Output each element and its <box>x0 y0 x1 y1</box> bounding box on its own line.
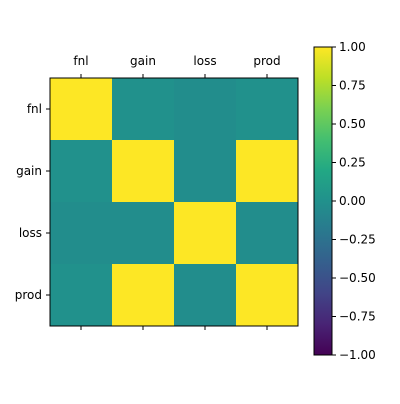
colorbar-tick-label: −0.50 <box>339 271 376 285</box>
colorbar-tick-label: 0.25 <box>339 156 366 170</box>
heatmap-cell-prod-loss <box>174 264 237 327</box>
colorbar-tick-label: −0.75 <box>339 310 376 324</box>
y-axis: fnl gain loss prod <box>15 102 50 302</box>
heatmap-cell-loss-gain <box>112 202 175 265</box>
heatmap-cell-fnl-gain <box>112 78 175 141</box>
heatmap-cell-gain-prod <box>236 140 299 203</box>
heatmap-cell-prod-prod <box>236 264 299 327</box>
heatmap-cell-fnl-loss <box>174 78 237 141</box>
x-tick-label-prod: prod <box>253 54 280 68</box>
heatmap-cell-gain-fnl <box>50 140 113 203</box>
heatmap-cell-prod-gain <box>112 264 175 327</box>
heatmap-cells <box>50 78 299 327</box>
heatmap-cell-loss-loss <box>174 202 237 265</box>
heatmap-cell-fnl-fnl <box>50 78 113 141</box>
heatmap-cell-gain-gain <box>112 140 175 203</box>
heatmap-frame <box>49 77 299 327</box>
y-tick-label-prod: prod <box>15 288 42 302</box>
colorbar-axis: 1.00 0.75 0.50 0.25 0.00 −0.25 −0.50 −0.75 −1.00 <box>332 40 376 362</box>
x-axis-bottom-ticks <box>80 326 268 330</box>
x-tick-label-loss: loss <box>193 54 216 68</box>
colorbar-tick-label: −0.25 <box>339 233 376 247</box>
y-tick-label-gain: gain <box>16 164 42 178</box>
heatmap-cell-prod-fnl <box>50 264 113 327</box>
heatmap-cell-gain-loss <box>174 140 237 203</box>
x-axis-top: fnl gain loss prod <box>73 54 281 78</box>
colorbar-tick-label: 0.00 <box>339 194 366 208</box>
heatmap-cell-fnl-prod <box>236 78 299 141</box>
colorbar-tick-label: 0.75 <box>339 79 366 93</box>
colorbar-tick-label: 0.50 <box>339 117 366 131</box>
heatmap-cell-loss-prod <box>236 202 299 265</box>
colorbar <box>314 47 332 355</box>
x-tick-label-fnl: fnl <box>73 54 88 68</box>
colorbar-tick-label: −1.00 <box>339 348 376 362</box>
heatmap-cell-loss-fnl <box>50 202 113 265</box>
y-tick-label-fnl: fnl <box>27 102 42 116</box>
y-tick-label-loss: loss <box>19 226 42 240</box>
x-tick-label-gain: gain <box>130 54 156 68</box>
colorbar-tick-label: 1.00 <box>339 40 366 54</box>
